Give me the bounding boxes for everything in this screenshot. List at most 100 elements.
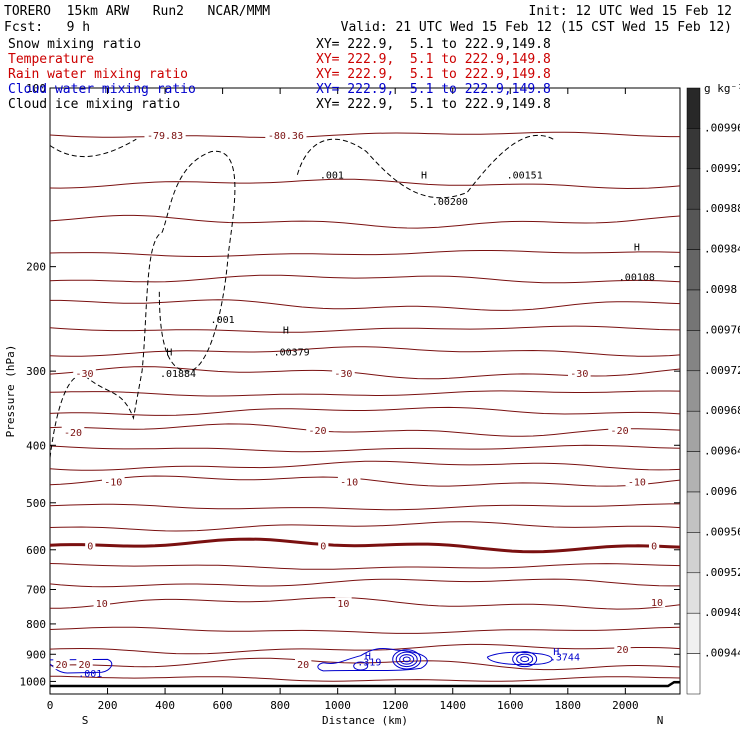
cloud-water-ring: [520, 656, 530, 663]
y-tick-label: 200: [26, 261, 46, 274]
temperature-line: [49, 390, 681, 397]
cloud-label: .00200: [432, 197, 468, 208]
temperature-label-bg: [608, 424, 631, 436]
temperature-label-bg: [648, 596, 666, 608]
y-tick-label: 100: [26, 82, 46, 95]
y-tick-label: 500: [26, 497, 46, 510]
legend-cloudwater-label: Cloud water mixing ratio: [8, 82, 196, 97]
colorbar-label: .00988: [704, 202, 740, 215]
temperature-label-bg: [265, 128, 307, 140]
temperature-label: -20: [309, 426, 327, 437]
cloud-label: .001: [78, 669, 102, 680]
legend-temp-xy: XY= 222.9, 5.1 to 222.9,149.8: [316, 52, 551, 67]
cloud-label: .001: [211, 315, 235, 326]
temperature-label: 0: [87, 541, 93, 552]
x-tick-label: 1000: [324, 699, 351, 712]
cloud-ice-contour: [296, 134, 554, 199]
colorbar-segment: [686, 653, 701, 695]
temperature-label: 0: [651, 541, 657, 552]
temperature-line: [49, 521, 681, 532]
cloud-water-ring: [402, 656, 411, 663]
cloud-water-line: [317, 648, 428, 672]
colorbar-label: .00952: [704, 566, 740, 579]
legend-rain-label: Rain water mixing ratio: [8, 67, 189, 82]
south-label: S: [82, 714, 89, 727]
temperature-line: [49, 178, 681, 190]
cloud-label: .00151: [507, 171, 543, 182]
temperature-label-bg: [649, 539, 660, 551]
model-title: TORERO 15km ARW Run2 NCAR/MMM: [4, 4, 271, 19]
temperature-line: [49, 250, 681, 257]
temperature-label-bg: [625, 475, 649, 487]
colorbar-label: .00964: [704, 445, 740, 458]
temperature-line: [49, 626, 681, 634]
colorbar-label: .00992: [704, 162, 740, 175]
temperature-label-bg: [85, 539, 96, 551]
temperature-label: -30: [334, 369, 352, 380]
temperature-label: -30: [75, 369, 93, 380]
init-time: Init: 12 UTC Wed 15 Feb 12: [528, 4, 733, 19]
temperature-line: [49, 503, 680, 511]
temperature-label-bg: [76, 658, 93, 670]
temperature-label-bg: [53, 658, 70, 670]
colorbar-label: .00956: [704, 525, 740, 538]
temperature-label-bg: [318, 539, 329, 551]
legend-rain-xy: XY= 222.9, 5.1 to 222.9,149.8: [316, 67, 551, 82]
y-axis-label: Pressure (hPa): [4, 345, 17, 438]
temperature-line: [49, 444, 681, 453]
x-tick-label: 800: [270, 699, 290, 712]
colorbar-segment: [686, 491, 701, 533]
temperature-line: [49, 423, 681, 437]
legend-snow-label: Snow mixing ratio: [8, 37, 142, 52]
temperature-label: -80.36: [268, 131, 304, 142]
x-tick-label: 1200: [382, 699, 409, 712]
forecast-hour: Fcst: 9 h: [4, 20, 91, 35]
cloud-label: H: [283, 325, 289, 336]
temperature-label-bg: [306, 424, 329, 436]
temperature-label: 0: [320, 541, 326, 552]
temperature-label: 20: [78, 660, 90, 671]
temperature-label-bg: [332, 366, 355, 378]
x-tick-label: 1600: [497, 699, 524, 712]
temperature-line: [49, 578, 680, 588]
temperature-label: 10: [337, 599, 349, 610]
temperature-label: 10: [651, 598, 663, 609]
y-tick-label: 400: [26, 439, 46, 452]
cloud-water-ring: [353, 661, 369, 671]
colorbar-label: .00972: [704, 364, 740, 377]
legend-temp-label: Temperature: [8, 52, 95, 67]
temperature-label-bg: [101, 475, 125, 487]
cloud-label: H: [365, 652, 371, 663]
cloud-label: H: [553, 647, 559, 658]
colorbar-label: .00948: [704, 606, 740, 619]
temperature-label: -79.83: [147, 131, 183, 142]
surface-line: [50, 680, 680, 688]
y-tick-label: 800: [26, 618, 46, 631]
plot-frame: [49, 87, 681, 695]
temperature-label-bg: [337, 475, 361, 487]
temperature-label: -10: [340, 477, 358, 488]
cloud-water-ring: [512, 651, 538, 668]
y-tick-label: 300: [26, 365, 46, 378]
colorbar-segment: [686, 532, 701, 574]
temperature-label: 20: [55, 660, 67, 671]
temperature-label: 20: [297, 660, 309, 671]
legend-cloudice-label: Cloud ice mixing ratio: [8, 97, 181, 112]
y-tick-label: 1000: [20, 675, 47, 688]
temperature-contours: [49, 131, 681, 682]
cloud-ice-contour: [49, 138, 137, 158]
temperature-line: [49, 406, 681, 416]
temperature-line: [49, 537, 681, 554]
temperature-line: [50, 299, 681, 311]
temperature-line: [49, 643, 681, 655]
temperature-label-bg: [568, 366, 591, 378]
colorbar-label: .00944: [704, 647, 740, 660]
x-tick-label: 600: [213, 699, 233, 712]
temperature-label: 10: [96, 599, 108, 610]
colorbar-label: .0098: [704, 283, 737, 296]
x-tick-label: 0: [47, 699, 54, 712]
x-axis-label: Distance (km): [322, 714, 408, 727]
temperature-line: [49, 346, 681, 357]
colorbar-segment: [686, 87, 701, 129]
